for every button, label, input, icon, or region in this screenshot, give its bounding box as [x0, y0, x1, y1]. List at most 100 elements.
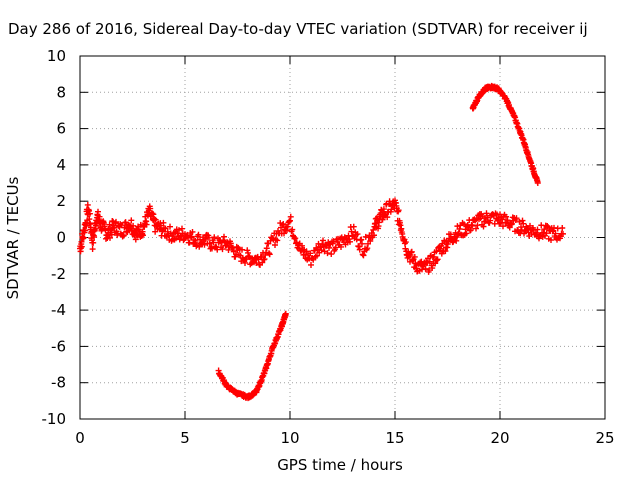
data-point: [149, 210, 156, 217]
x-axis-label: GPS time / hours: [277, 456, 403, 474]
data-point: [473, 225, 479, 232]
series-peak: [469, 82, 541, 187]
data-point: [328, 251, 335, 258]
data-point: [287, 217, 293, 224]
data-point: [548, 237, 554, 244]
data-point: [192, 237, 199, 244]
y-tick-label: -2: [51, 265, 66, 283]
data-point: [206, 234, 212, 241]
data-point: [463, 230, 470, 237]
x-tick-label: 15: [385, 429, 404, 447]
data-point: [388, 206, 395, 213]
data-point: [266, 251, 273, 258]
data-point: [263, 249, 269, 256]
data-point: [86, 210, 93, 217]
data-point: [358, 236, 365, 243]
data-point: [280, 220, 287, 227]
data-point: [429, 265, 436, 272]
data-point: [98, 226, 105, 233]
data-point: [356, 246, 363, 253]
data-point: [467, 227, 474, 233]
data-point: [233, 251, 239, 258]
data-point: [480, 223, 487, 230]
data-point: [89, 246, 96, 253]
data-point: [559, 224, 566, 231]
data-point: [96, 213, 103, 220]
data-point: [177, 233, 184, 240]
data-point: [453, 234, 460, 241]
data-point: [210, 239, 217, 246]
data-point: [82, 227, 89, 234]
data-point: [78, 243, 85, 250]
x-tick-label: 5: [180, 429, 190, 447]
data-point: [282, 310, 289, 317]
data-point: [284, 227, 290, 234]
y-tick-label: 0: [56, 229, 66, 247]
data-point: [266, 250, 272, 257]
data-point: [364, 245, 371, 252]
data-point: [354, 231, 361, 238]
data-point: [326, 244, 332, 251]
data-point: [360, 252, 367, 259]
data-point: [147, 205, 154, 212]
data-point: [379, 216, 386, 223]
data-point: [348, 228, 355, 235]
y-tick-label: 10: [47, 47, 66, 65]
series-layer: [77, 82, 566, 402]
data-point: [111, 224, 118, 231]
data-point: [560, 230, 566, 237]
x-tick-label: 10: [280, 429, 299, 447]
data-point: [513, 215, 520, 222]
data-point: [456, 225, 463, 232]
data-point: [503, 213, 509, 220]
grid: [80, 56, 605, 419]
data-point: [188, 233, 195, 240]
data-point: [434, 256, 441, 263]
data-point: [128, 217, 135, 224]
data-point: [318, 247, 325, 254]
data-point: [520, 220, 527, 227]
y-tick-label: -8: [51, 374, 66, 392]
data-point: [274, 237, 281, 244]
data-point: [202, 236, 209, 243]
data-point: [214, 246, 221, 253]
chart-title: Day 286 of 2016, Sidereal Day-to-day VTE…: [8, 20, 588, 38]
data-point: [91, 234, 98, 241]
data-point: [324, 250, 331, 257]
data-point: [95, 208, 101, 215]
data-point: [299, 242, 305, 249]
data-point: [487, 217, 494, 224]
data-point: [117, 221, 124, 228]
x-ticks: 0 5 10 15 20 25: [75, 56, 615, 447]
data-point: [209, 245, 215, 252]
data-point: [447, 231, 454, 238]
data-point: [86, 207, 92, 214]
data-point: [534, 226, 541, 233]
data-point: [113, 218, 119, 225]
data-point: [206, 240, 213, 247]
y-tick-label: -6: [51, 337, 66, 355]
x-tick-label: 20: [490, 429, 509, 447]
data-point: [292, 235, 299, 242]
y-axis-label: SDTVAR / TECUs: [4, 176, 22, 299]
data-point: [356, 243, 362, 250]
data-point: [242, 259, 248, 266]
series-trough: [215, 310, 289, 402]
data-point: [346, 236, 353, 243]
data-point: [219, 246, 226, 253]
data-point: [402, 239, 409, 246]
data-point: [195, 231, 202, 238]
data-point: [544, 223, 551, 230]
data-point: [80, 235, 86, 242]
data-point: [227, 240, 234, 247]
data-point: [174, 230, 181, 237]
y-tick-label: -4: [51, 301, 66, 319]
x-tick-label: 0: [75, 429, 85, 447]
data-point: [211, 234, 218, 241]
data-point: [367, 238, 374, 245]
data-point: [225, 246, 232, 253]
data-point: [422, 265, 429, 272]
data-point: [272, 241, 278, 248]
data-point: [509, 220, 515, 227]
data-point: [279, 222, 286, 229]
